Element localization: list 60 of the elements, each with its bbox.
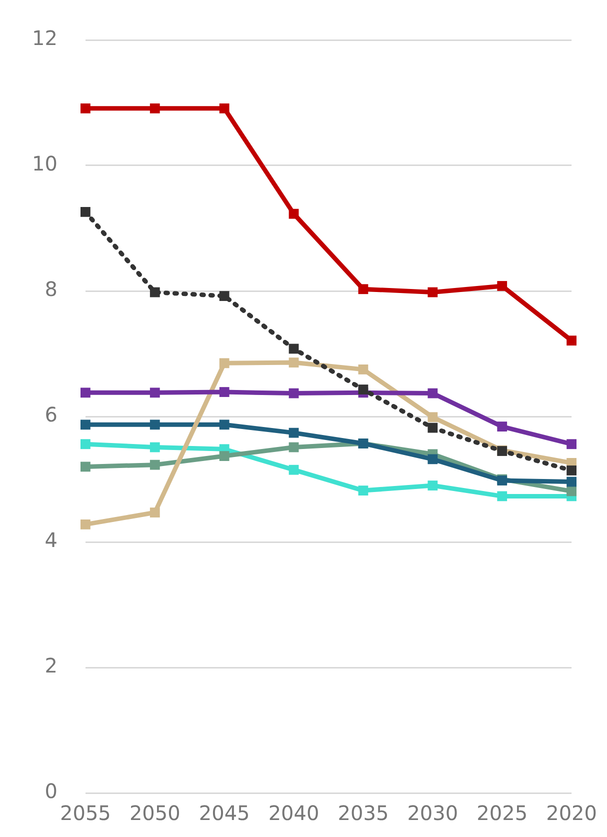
point [219,358,230,368]
x-tick-label: 2050 [129,801,180,826]
y-tick-label: 12 [32,26,58,50]
x-tick-label: 2035 [338,801,389,826]
point [566,466,576,476]
point [428,388,438,398]
point [428,287,438,298]
point [358,364,368,374]
point [428,422,438,433]
point [150,388,160,398]
y-tick-label: 2 [44,654,58,678]
point [358,384,368,394]
x-tick-label: 2030 [407,801,458,826]
point [219,103,230,114]
point [80,388,90,398]
x-tick-label: 2020 [546,801,598,826]
x-tick-label: 2040 [268,801,320,826]
point [566,439,576,450]
point [150,420,160,430]
point [566,476,576,487]
point [358,284,368,294]
point [428,480,438,490]
point [288,428,299,438]
point [428,412,438,422]
point [219,291,230,301]
point [150,442,160,452]
y-tick-label: 4 [44,528,58,552]
point [497,491,508,502]
y-tick-label: 6 [44,402,58,427]
point [80,519,90,530]
point [219,387,230,397]
point [150,508,160,518]
point [150,103,160,114]
point [497,281,508,291]
point [566,486,576,496]
point [288,388,299,398]
point [80,420,90,430]
x-tick-label: 2045 [198,801,250,826]
x-tick-label: 2055 [60,801,111,826]
point [288,358,299,368]
y-tick-label: 0 [44,779,58,804]
point [80,206,90,217]
point [288,464,299,475]
x-tick-label: 2025 [476,801,528,826]
point [497,422,508,432]
point [219,420,230,430]
y-tick-label: 8 [44,277,58,302]
point [428,454,438,464]
point [80,462,90,472]
point [150,287,160,298]
point [288,344,299,354]
point [288,442,299,452]
point [358,486,368,496]
point [80,439,90,450]
point [288,208,299,219]
point [219,451,230,461]
y-tick-label: 10 [32,152,58,176]
point [566,336,576,346]
point [150,460,160,470]
point [80,103,90,114]
